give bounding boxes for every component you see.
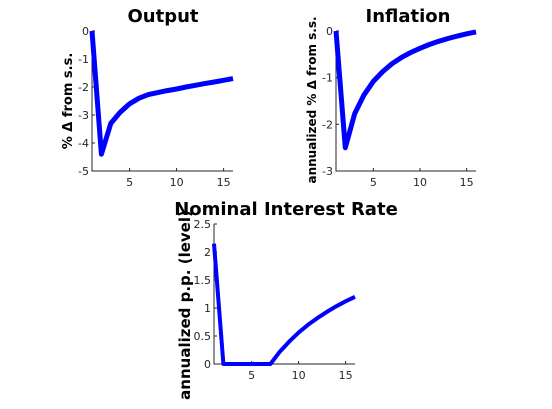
- output-y-tick-label: -1: [78, 53, 89, 66]
- inflation-y-tick-label: -1: [322, 72, 333, 85]
- inflation-x-tick-label: 5: [370, 176, 377, 189]
- interest-rate-series-line: [212, 243, 356, 366]
- interest-rate-y-tick-label: 1.5: [194, 274, 212, 287]
- output-y-tick-label: 0: [82, 25, 89, 38]
- interest-rate-y-tick-label: 0: [204, 358, 211, 371]
- output-y-tick-label: -4: [78, 137, 89, 150]
- interest-rate-y-tick-label: 2.5: [194, 218, 212, 231]
- interest-rate-x-tick-label: 10: [292, 369, 306, 382]
- output-x-tick-label: 15: [217, 176, 231, 189]
- output-panel: Output % Δ from s.s. -5 -4 -3 -2 -1 0 5 10 15: [61, 6, 234, 189]
- output-y-tick-label: -5: [78, 165, 89, 178]
- inflation-x-tick-label: 10: [413, 176, 427, 189]
- output-y-tick-label: -3: [78, 109, 89, 122]
- interest-rate-title: Nominal Interest Rate: [174, 199, 398, 220]
- interest-rate-y-tick-label: 2: [204, 246, 211, 259]
- output-x-ticks: 5 10 15: [126, 168, 231, 189]
- output-title: Output: [127, 6, 198, 27]
- inflation-x-tick-label: 15: [460, 176, 474, 189]
- interest-rate-panel: Nominal Interest Rate annualized p.p. (l…: [174, 199, 398, 400]
- inflation-y-tick-label: -3: [322, 165, 333, 178]
- inflation-y-tick-label: 0: [326, 25, 333, 38]
- inflation-title: Inflation: [366, 6, 451, 27]
- output-x-tick-label: 10: [170, 176, 184, 189]
- interest-rate-ylabel: annualized p.p. (level): [176, 210, 194, 400]
- output-ylabel: % Δ from s.s.: [61, 53, 76, 150]
- interest-rate-x-tick-label: 15: [339, 369, 353, 382]
- interest-rate-x-tick-label: 5: [248, 369, 255, 382]
- output-series-line: [89, 30, 234, 157]
- output-x-tick-label: 5: [126, 176, 133, 189]
- interest-rate-x-ticks: 5 10 15: [248, 361, 353, 382]
- interest-rate-y-tick-label: 1: [204, 302, 211, 315]
- interest-rate-y-ticks: 0 0.5 1 1.5 2 2.5: [194, 218, 217, 371]
- inflation-y-tick-label: -2: [322, 118, 333, 131]
- interest-rate-y-tick-label: 0.5: [194, 330, 212, 343]
- output-y-tick-label: -2: [78, 81, 89, 94]
- inflation-panel: Inflation annualized % Δ from s.s. -3 -2 -…: [305, 6, 477, 189]
- inflation-series-line: [333, 29, 477, 151]
- inflation-x-ticks: 5 10 15: [370, 168, 474, 189]
- inflation-ylabel: annualized % Δ from s.s.: [305, 16, 319, 183]
